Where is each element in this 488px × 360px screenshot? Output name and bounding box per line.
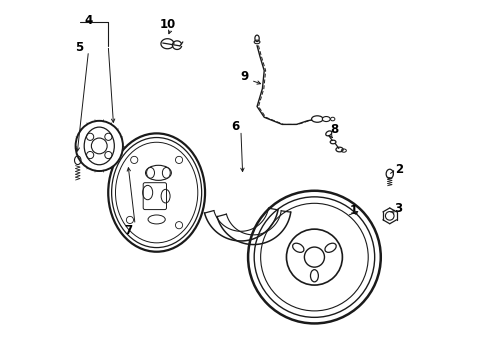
Text: 7: 7 <box>123 224 132 237</box>
Ellipse shape <box>108 134 204 252</box>
Text: 6: 6 <box>231 120 239 133</box>
Text: 3: 3 <box>394 202 402 215</box>
Text: 5: 5 <box>75 41 83 54</box>
Ellipse shape <box>162 167 170 178</box>
Ellipse shape <box>145 165 171 180</box>
Text: 10: 10 <box>159 18 175 31</box>
Ellipse shape <box>322 117 329 122</box>
Text: 2: 2 <box>394 163 402 176</box>
Ellipse shape <box>146 167 154 178</box>
Ellipse shape <box>76 121 122 171</box>
Text: 1: 1 <box>349 204 357 217</box>
Text: 9: 9 <box>240 69 248 82</box>
Circle shape <box>247 191 380 323</box>
Ellipse shape <box>311 116 323 122</box>
Text: 8: 8 <box>329 123 338 136</box>
Text: 4: 4 <box>84 14 92 27</box>
